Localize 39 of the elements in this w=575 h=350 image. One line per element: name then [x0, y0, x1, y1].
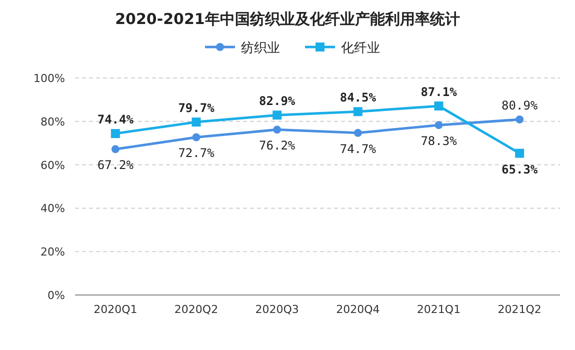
y-tick-label: 100%	[34, 72, 65, 85]
point	[515, 148, 524, 158]
legend-label: 化纤业	[341, 41, 380, 56]
x-tick-label: 2020Q4	[336, 303, 380, 316]
x-tick-label: 2021Q2	[498, 303, 542, 316]
point	[273, 126, 282, 134]
legend-label: 纺织业	[241, 41, 280, 56]
y-tick-label: 60%	[40, 158, 65, 172]
data-label: 67.2%	[97, 158, 134, 172]
point	[516, 115, 524, 124]
data-label: 79.7%	[178, 101, 216, 116]
point	[434, 101, 444, 110]
data-label: 87.1%	[420, 84, 458, 99]
data-label: 84.5%	[340, 90, 377, 105]
data-label: 78.3%	[420, 134, 458, 148]
point	[354, 128, 362, 137]
point	[192, 118, 201, 127]
data-label: 76.2%	[259, 138, 296, 153]
chart-title: 2020-2021年中国纺织业及化纤业产能利用率统计	[115, 10, 460, 28]
point	[434, 121, 443, 130]
data-label: 74.4%	[97, 112, 134, 127]
data-label: 65.3%	[502, 162, 538, 176]
data-label: 72.7%	[178, 146, 216, 160]
data-label: 80.9%	[502, 98, 538, 112]
x-tick-label: 2020Q1	[94, 303, 138, 316]
point	[192, 133, 200, 142]
point	[111, 145, 120, 154]
y-tick-label: 20%	[40, 246, 65, 259]
x-tick-label: 2020Q3	[255, 303, 299, 316]
x-tick-label: 2021Q1	[416, 303, 461, 316]
data-label: 82.9%	[259, 94, 296, 108]
y-tick-label: 40%	[40, 202, 65, 216]
point	[110, 129, 120, 138]
point	[272, 110, 282, 120]
x-tick-label: 2020Q2	[174, 303, 218, 316]
y-tick-label: 80%	[40, 115, 65, 128]
point	[353, 107, 362, 116]
data-label: 74.7%	[340, 142, 377, 156]
y-tick-label: 0%	[48, 289, 65, 302]
